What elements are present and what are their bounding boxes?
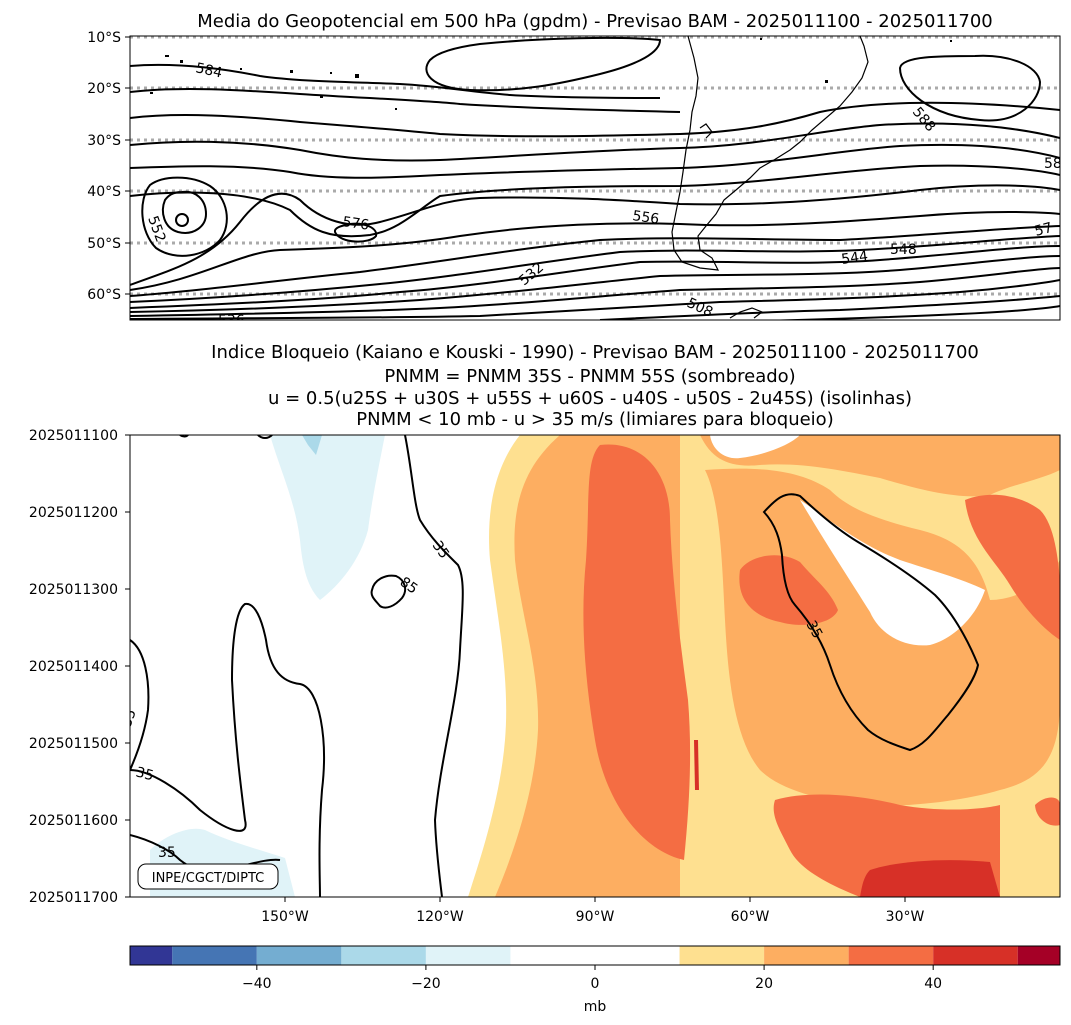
contour-label: 584 xyxy=(194,60,224,81)
colorbar-tick-label: −40 xyxy=(242,976,272,992)
colorbar: −40 −20 0 20 40 mb xyxy=(129,945,1061,1015)
bottom-contour-labels: 35 85 35 35 35 35 xyxy=(119,538,826,861)
colorbar-block xyxy=(341,946,426,965)
colorbar-tick-label: 40 xyxy=(924,976,942,992)
contour-label: 556 xyxy=(631,208,660,228)
hovmoller-plot-area: 35 85 35 35 35 35 INPE/CGCT/DIPTC xyxy=(119,435,1060,897)
lon-tick-label: 60°W xyxy=(731,909,770,925)
date-tick-label: 2025011200 xyxy=(29,505,118,521)
colorbar-tick-label: 0 xyxy=(591,976,600,992)
date-tick-label: 2025011300 xyxy=(29,582,118,598)
lat-tick-label: 10°S xyxy=(87,30,121,46)
u-index-contours xyxy=(130,435,980,897)
attribution-text: INPE/CGCT/DIPTC xyxy=(152,871,264,886)
colorbar-tick-label: 20 xyxy=(755,976,773,992)
shading-minus-20-to-minus-30 xyxy=(302,435,322,455)
colorbar-block xyxy=(848,946,934,965)
colorbar-block xyxy=(425,946,511,965)
shading-40-to-50 xyxy=(860,860,1000,897)
date-tick-label: 2025011500 xyxy=(29,736,118,752)
top-chart-title: Media do Geopotencial em 500 hPa (gpdm) … xyxy=(197,11,993,32)
colorbar-block xyxy=(510,946,680,965)
lat-tick-label: 30°S xyxy=(87,133,121,149)
shading-near-zero-northeast xyxy=(710,435,800,459)
colorbar-unit-label: mb xyxy=(584,999,607,1015)
attribution-badge: INPE/CGCT/DIPTC xyxy=(137,863,279,890)
shading-30-to-40-east xyxy=(965,494,1060,640)
shading-20-to-30-east xyxy=(705,468,1060,806)
contour-label: 576 xyxy=(341,214,370,234)
shading-30-to-40 xyxy=(583,444,691,860)
shading-30-to-40-south-east xyxy=(1035,797,1060,826)
bottom-chart-title: Indice Bloqueio (Kaiano e Kouski - 1990)… xyxy=(211,342,979,430)
colorbar-block xyxy=(172,946,257,965)
colorbar-block xyxy=(933,946,1018,965)
date-tick-label: 2025011700 xyxy=(29,890,118,906)
top-map-content: 584 588 576 552 556 544 548 532 508 536 … xyxy=(130,36,1062,329)
south-america-coastline xyxy=(671,36,869,271)
shading-minus-10-to-minus-20 xyxy=(270,435,385,600)
top-lat-axis: 10°S 20°S 30°S 40°S 50°S 60°S xyxy=(87,30,130,303)
rio-de-la-plata-coast xyxy=(699,123,713,139)
shading-30-to-40-mid xyxy=(739,555,838,625)
colorbar-block xyxy=(764,946,849,965)
contour-label: 57 xyxy=(1033,220,1054,240)
bottom-longitude-axis: 150°W 120°W 90°W 60°W 30°W xyxy=(261,897,924,925)
lon-tick-label: 30°W xyxy=(886,909,925,925)
lon-tick-label: 120°W xyxy=(416,909,464,925)
contour-label: 544 xyxy=(840,248,869,268)
colorbar-block xyxy=(256,946,342,965)
title-line-4: PNMM < 10 mb - u > 35 m/s (limiares para… xyxy=(356,409,833,430)
contour-label: 58 xyxy=(1044,156,1062,172)
title-line-3: u = 0.5(u25S + u30S + u55S + u60S - u40S… xyxy=(268,388,912,409)
shading-40-to-50-line xyxy=(694,740,699,790)
lat-tick-label: 20°S xyxy=(87,81,121,97)
title-line-1: Indice Bloqueio (Kaiano e Kouski - 1990)… xyxy=(211,342,979,363)
top-map-frame xyxy=(129,35,1061,321)
lat-tick-label: 40°S xyxy=(87,184,121,200)
colorbar-block xyxy=(679,946,765,965)
lon-tick-label: 90°W xyxy=(576,909,615,925)
geopotential-map-panel: Media do Geopotencial em 500 hPa (gpdm) … xyxy=(87,11,1062,329)
lat-tick-label: 50°S xyxy=(87,236,121,252)
contour-label: 35 xyxy=(803,618,826,641)
date-tick-label: 2025011600 xyxy=(29,813,118,829)
date-tick-label: 2025011400 xyxy=(29,659,118,675)
colorbar-tick-label: −20 xyxy=(411,976,441,992)
shading-near-zero-pocket xyxy=(800,500,985,646)
contour-label: 35 xyxy=(134,764,155,784)
colorbar-ticks: −40 −20 0 20 40 xyxy=(242,965,942,992)
contour-label: 35 xyxy=(158,845,176,861)
lon-tick-label: 150°W xyxy=(261,909,309,925)
contour-label: 548 xyxy=(890,242,917,258)
title-line-2: PNMM = PNMM 35S - PNMM 55S (sombreado) xyxy=(384,366,795,387)
colorbar-blocks xyxy=(130,946,1060,965)
shading-20-to-30-northeast xyxy=(700,435,1060,497)
date-tick-label: 2025011100 xyxy=(29,428,118,444)
bottom-date-axis: 2025011100 2025011200 2025011300 2025011400… xyxy=(29,428,130,906)
contour-label: 536 xyxy=(218,313,245,329)
small-islands xyxy=(150,38,952,110)
contour-label: 35 xyxy=(119,707,140,729)
lat-tick-label: 60°S xyxy=(87,287,121,303)
colorbar-block xyxy=(130,946,173,965)
colorbar-block xyxy=(1017,946,1060,965)
geopotential-contours xyxy=(130,36,1060,320)
blocking-index-panel: Indice Bloqueio (Kaiano e Kouski - 1990)… xyxy=(29,342,1061,925)
